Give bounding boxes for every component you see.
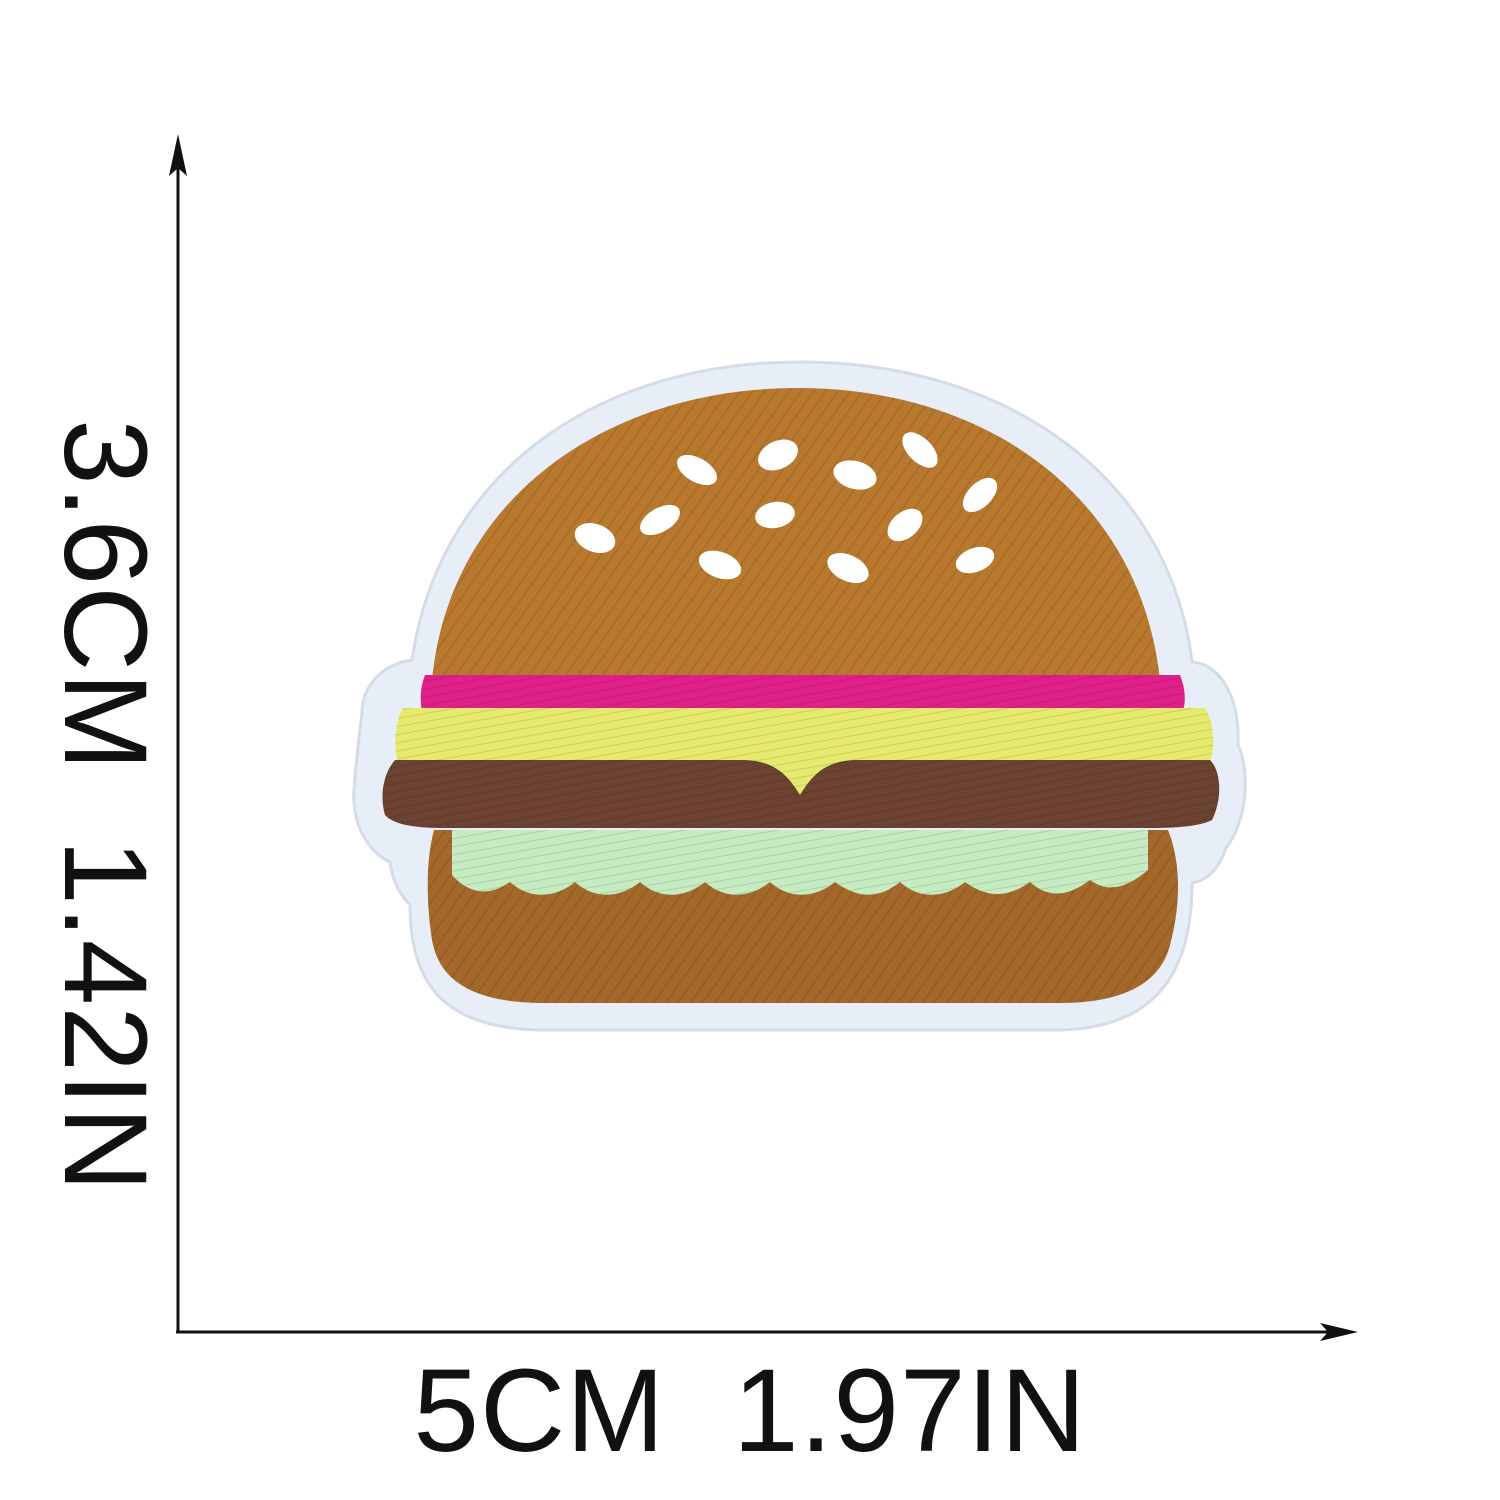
sesame-seed: [640, 504, 680, 536]
vertical-axis-arrow-icon: [169, 134, 187, 176]
sesame-seed: [755, 501, 795, 529]
sesame-seed: [574, 523, 616, 553]
sesame-seed: [677, 454, 717, 486]
sesame-seeds: [574, 432, 998, 584]
sesame-seed: [887, 508, 923, 542]
sesame-seed: [833, 460, 877, 490]
horizontal-axis-arrow-icon: [1320, 1323, 1358, 1341]
sesame-seed: [962, 477, 998, 513]
sesame-seed: [902, 432, 938, 468]
width-dimension-label: 5CM 1.97IN: [413, 1345, 1087, 1477]
sesame-seed: [758, 439, 798, 471]
sesame-seed: [955, 546, 995, 574]
height-dimension-label: 3.6CM 1.42IN: [39, 419, 171, 1193]
sesame-seed: [698, 550, 742, 580]
sesame-seed: [827, 552, 869, 584]
